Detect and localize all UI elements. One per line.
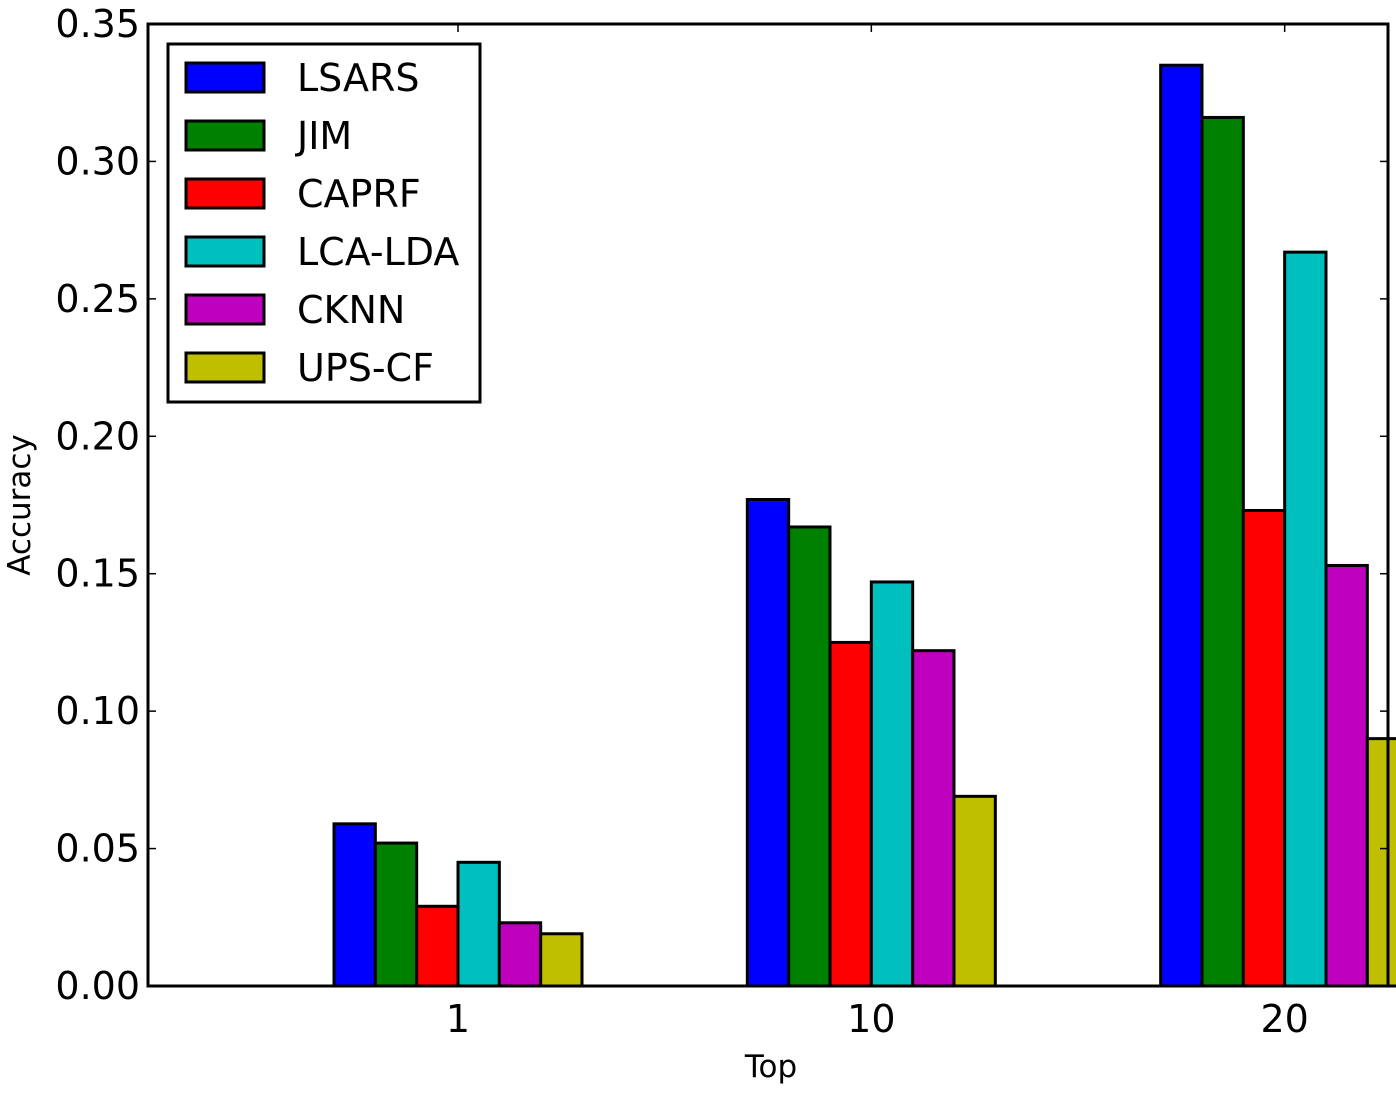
- bar-jim-top-20: [1200, 115, 1245, 988]
- y-tick-label: 0.05: [55, 827, 140, 871]
- x-tick-label: 20: [1260, 997, 1308, 1041]
- y-axis: 0.00 0.05 0.10 0.15 0.20 0.25 0.30 0.35: [55, 2, 1388, 1008]
- bar-jim-top-1: [373, 841, 419, 988]
- bar-lsars-top-20: [1159, 63, 1204, 988]
- y-tick-label: 0.15: [55, 552, 140, 596]
- bar-lca-lda-top-1: [456, 860, 501, 988]
- legend-swatch-lca-lda: [184, 235, 266, 268]
- legend-swatch-lsars: [184, 61, 266, 94]
- bar-ups-cf-top-20: [1365, 737, 1396, 988]
- bar-jim-top-10: [787, 525, 832, 988]
- legend-label-ups-cf: UPS-CF: [297, 346, 434, 390]
- y-tick-label: 0.25: [55, 277, 140, 321]
- legend-label-caprf: CAPRF: [297, 172, 421, 216]
- x-tick-label: 10: [847, 997, 895, 1041]
- legend-swatch-caprf: [184, 177, 266, 210]
- bar-lca-lda-top-10: [869, 580, 915, 988]
- legend-swatch-ups-cf: [184, 351, 266, 384]
- bar-cknn-top-1: [497, 921, 543, 988]
- bars-group: [332, 63, 1396, 988]
- legend-label-cknn: CKNN: [297, 288, 405, 332]
- bar-caprf-top-20: [1241, 508, 1287, 988]
- y-tick-label: 0.30: [55, 139, 140, 183]
- bar-cknn-top-20: [1324, 563, 1369, 988]
- y-tick-label: 0.20: [55, 414, 140, 458]
- bar-caprf-top-1: [415, 904, 460, 988]
- bar-ups-cf-top-10: [952, 794, 997, 988]
- bar-lca-lda-top-20: [1283, 250, 1328, 988]
- y-tick-label: 0.00: [55, 964, 140, 1008]
- bar-lsars-top-1: [332, 822, 377, 988]
- legend: LSARS JIM CAPRF LCA-LDA CKNN UPS-CF: [166, 42, 482, 404]
- legend-swatch-cknn: [184, 293, 266, 326]
- y-axis-label: Accuracy: [2, 434, 38, 576]
- y-tick-label: 0.10: [55, 689, 140, 733]
- legend-label-lca-lda: LCA-LDA: [297, 230, 459, 274]
- x-axis-label: Top: [744, 1049, 797, 1085]
- bar-lsars-top-10: [745, 498, 791, 988]
- legend-swatch-jim: [184, 119, 266, 152]
- bar-ups-cf-top-1: [539, 932, 584, 988]
- bar-caprf-top-10: [828, 640, 873, 988]
- plot-frame: [146, 22, 1390, 988]
- y-tick-label: 0.35: [55, 2, 140, 46]
- legend-label-jim: JIM: [295, 114, 352, 158]
- bar-cknn-top-10: [911, 649, 956, 988]
- x-axis: 1 10 20: [446, 24, 1309, 1041]
- x-tick-label: 1: [446, 997, 470, 1041]
- legend-label-lsars: LSARS: [297, 56, 420, 100]
- legend-frame: [166, 42, 482, 404]
